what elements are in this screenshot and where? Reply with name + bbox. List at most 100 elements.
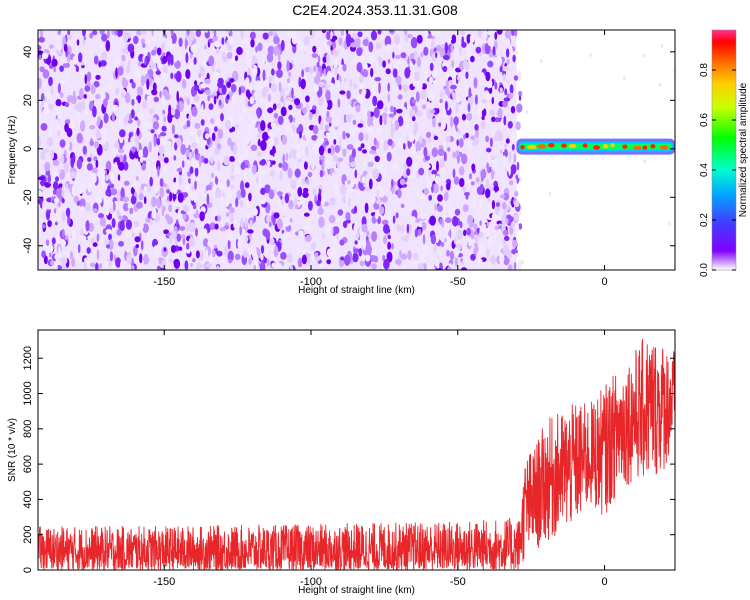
spectral-blob [491, 116, 496, 123]
spectral-blob [47, 173, 51, 184]
spectral-blob [457, 129, 461, 134]
spectral-blob [239, 218, 244, 228]
spectral-blob [362, 63, 368, 70]
spectral-blob [137, 95, 141, 104]
spectral-blob [362, 240, 367, 249]
spectral-blob [42, 244, 48, 249]
spectral-blob [284, 193, 290, 204]
spectral-blob [178, 174, 183, 186]
spectrogram-ytick-label: 20 [22, 94, 34, 106]
spectral-blob [467, 214, 474, 224]
spectral-blob [72, 153, 76, 164]
spectral-blob [494, 225, 499, 231]
spectral-blob [170, 43, 175, 50]
spectral-blob [326, 248, 333, 257]
spectral-blob [343, 77, 348, 83]
spectral-blob [190, 44, 197, 53]
spectral-blob [130, 109, 135, 119]
spectral-blob [409, 60, 413, 71]
spectral-blob [470, 181, 475, 186]
spectral-blob [121, 54, 126, 62]
spectral-blob [312, 45, 317, 53]
spectral-blob [421, 221, 427, 231]
spectral-blob [183, 192, 189, 198]
spectral-blob [392, 68, 398, 78]
spectral-blob [234, 253, 241, 260]
spectral-blob [146, 121, 153, 130]
spectral-blob [202, 61, 206, 68]
spectral-blob [211, 132, 216, 142]
spectral-blob [111, 211, 116, 221]
spectral-blob [517, 210, 522, 216]
spectral-blob [194, 80, 198, 86]
spectral-blob [127, 32, 132, 39]
spectral-blob [102, 134, 106, 146]
spectral-blob [367, 161, 374, 167]
spectral-blob [376, 140, 380, 150]
spectral-blob [446, 79, 449, 88]
spectral-blob [405, 205, 412, 211]
spectral-blob [65, 182, 69, 190]
spectral-blob [189, 126, 196, 137]
spectral-blob [512, 239, 518, 249]
spectral-blob [259, 160, 266, 166]
spectral-blob [422, 244, 430, 255]
spectral-blob [128, 253, 132, 265]
spectral-blob [60, 257, 68, 265]
spectral-blob [279, 170, 283, 181]
spectral-blob [130, 187, 135, 195]
spectral-blob [354, 37, 361, 49]
spectral-blob [499, 66, 503, 73]
spectral-blob [115, 238, 120, 243]
spectral-blob [98, 213, 104, 219]
spectral-blob [370, 75, 375, 85]
spectral-blob [337, 209, 344, 216]
spectral-blob [358, 181, 362, 189]
spectral-blob [226, 52, 233, 59]
spectral-blob [221, 37, 225, 45]
spectral-blob [501, 213, 505, 225]
spectral-blob [434, 203, 437, 211]
spectral-blob [340, 30, 344, 37]
spectral-blob [398, 60, 402, 65]
spectral-blob [412, 81, 417, 87]
spectral-blob [116, 30, 123, 37]
spectral-blob [293, 57, 297, 66]
spectral-blob [440, 185, 443, 192]
spectral-blob [496, 216, 502, 221]
spectral-blob [156, 47, 162, 56]
spectral-blob [139, 253, 143, 264]
spectral-blob [209, 30, 214, 34]
spectral-blob [467, 102, 471, 113]
spectral-blob [42, 200, 45, 211]
spectral-blob [186, 120, 191, 128]
spectral-blob [453, 236, 457, 245]
spectral-blob [414, 228, 419, 238]
spectral-blob [436, 30, 441, 37]
spectral-blob [294, 204, 299, 210]
spectral-blob [238, 86, 242, 96]
spectral-blob [330, 30, 333, 40]
spectral-blob [194, 84, 200, 91]
spectral-blob [444, 191, 449, 202]
spectral-blob [326, 161, 332, 169]
spectral-blob [392, 51, 395, 59]
spectral-blob [333, 139, 337, 145]
spectral-blob [47, 103, 54, 110]
spectral-blob [307, 200, 313, 211]
spectral-blob [40, 123, 48, 131]
spectral-blob [131, 232, 136, 238]
spectral-blob [375, 124, 383, 136]
spectral-blob [418, 135, 423, 144]
spectral-blob [507, 264, 513, 270]
spectral-blob [89, 262, 96, 268]
spectral-blob [421, 104, 427, 110]
spectral-blob [372, 95, 378, 107]
spectral-blob [332, 35, 338, 41]
spectral-blob [224, 245, 229, 256]
spectral-blob [502, 192, 510, 201]
spectral-blob [176, 168, 182, 172]
spectral-blob [323, 104, 326, 113]
spectral-blob [516, 161, 520, 171]
spectral-blob [115, 57, 121, 69]
